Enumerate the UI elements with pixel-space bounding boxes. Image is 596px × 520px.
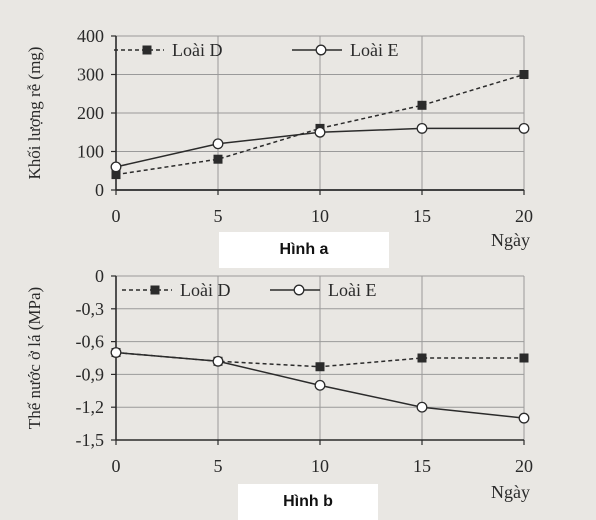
y-tick-label: 100 xyxy=(77,142,104,162)
data-point-loai-e xyxy=(110,161,122,173)
y-axis-title: Khối lượng rễ (mg) xyxy=(25,47,44,180)
y-tick-label: -0,3 xyxy=(76,299,105,319)
data-point-loai-d xyxy=(417,353,427,363)
y-axis-title: Thế nước ở lá (MPa) xyxy=(25,287,44,429)
data-point-loai-d xyxy=(519,70,529,79)
legend-label: Loài E xyxy=(350,40,398,60)
legend-marker xyxy=(150,285,160,295)
x-tick-label: 10 xyxy=(311,456,329,476)
data-point-loai-d xyxy=(519,353,529,363)
x-tick-label: 15 xyxy=(413,456,431,476)
legend-label: Loài D xyxy=(180,280,230,300)
caption-a: Hình a xyxy=(219,232,389,268)
x-tick-label: 15 xyxy=(413,206,431,226)
y-tick-label: 300 xyxy=(77,65,104,85)
y-tick-label: -0,9 xyxy=(76,364,105,384)
x-axis-title: Ngày xyxy=(491,482,530,502)
data-point-loai-d xyxy=(111,170,121,180)
data-point-loai-e xyxy=(416,122,428,134)
chart-b: 0 -0,3 -0,6 -0,9 -1,2 -1,5 0 5 10 15 20 Ngày Thế nướ… xyxy=(25,266,533,502)
x-tick-label: 0 xyxy=(112,206,121,226)
data-point-loai-d xyxy=(417,100,427,110)
y-tick-label: -1,2 xyxy=(76,397,105,417)
data-point-loai-e xyxy=(212,355,224,367)
x-tick-label: 10 xyxy=(311,206,329,226)
x-tick-label: 5 xyxy=(214,456,223,476)
legend-label: Loài D xyxy=(172,40,222,60)
x-tick-label: 0 xyxy=(112,456,121,476)
data-point-loai-d xyxy=(213,154,223,164)
legend-marker xyxy=(315,44,327,56)
y-tick-label: 0 xyxy=(95,266,104,286)
x-tick-label: 5 xyxy=(214,206,223,226)
x-axis-title: Ngày xyxy=(491,230,530,250)
legend-marker xyxy=(142,45,152,55)
x-tick-label: 20 xyxy=(515,206,533,226)
chart-a: 0 100 200 300 400 0 5 10 15 20 Ngày Khối lượng rễ (… xyxy=(25,26,533,250)
y-tick-label: 200 xyxy=(77,103,104,123)
data-point-loai-e xyxy=(518,122,530,134)
x-tick-label: 20 xyxy=(515,456,533,476)
data-point-loai-e xyxy=(416,401,428,413)
y-tick-label: 0 xyxy=(95,180,104,200)
y-tick-label: 400 xyxy=(77,26,104,46)
data-point-loai-e xyxy=(314,379,326,391)
data-point-loai-e xyxy=(314,126,326,138)
caption-b: Hình b xyxy=(238,484,378,520)
legend-marker xyxy=(293,284,305,296)
y-tick-label: -1,5 xyxy=(76,430,105,450)
y-tick-label: -0,6 xyxy=(76,332,105,352)
data-point-loai-d xyxy=(315,362,325,372)
data-point-loai-e xyxy=(110,347,122,358)
data-point-loai-e xyxy=(518,412,530,424)
legend-label: Loài E xyxy=(328,280,376,300)
data-point-loai-e xyxy=(212,138,224,150)
